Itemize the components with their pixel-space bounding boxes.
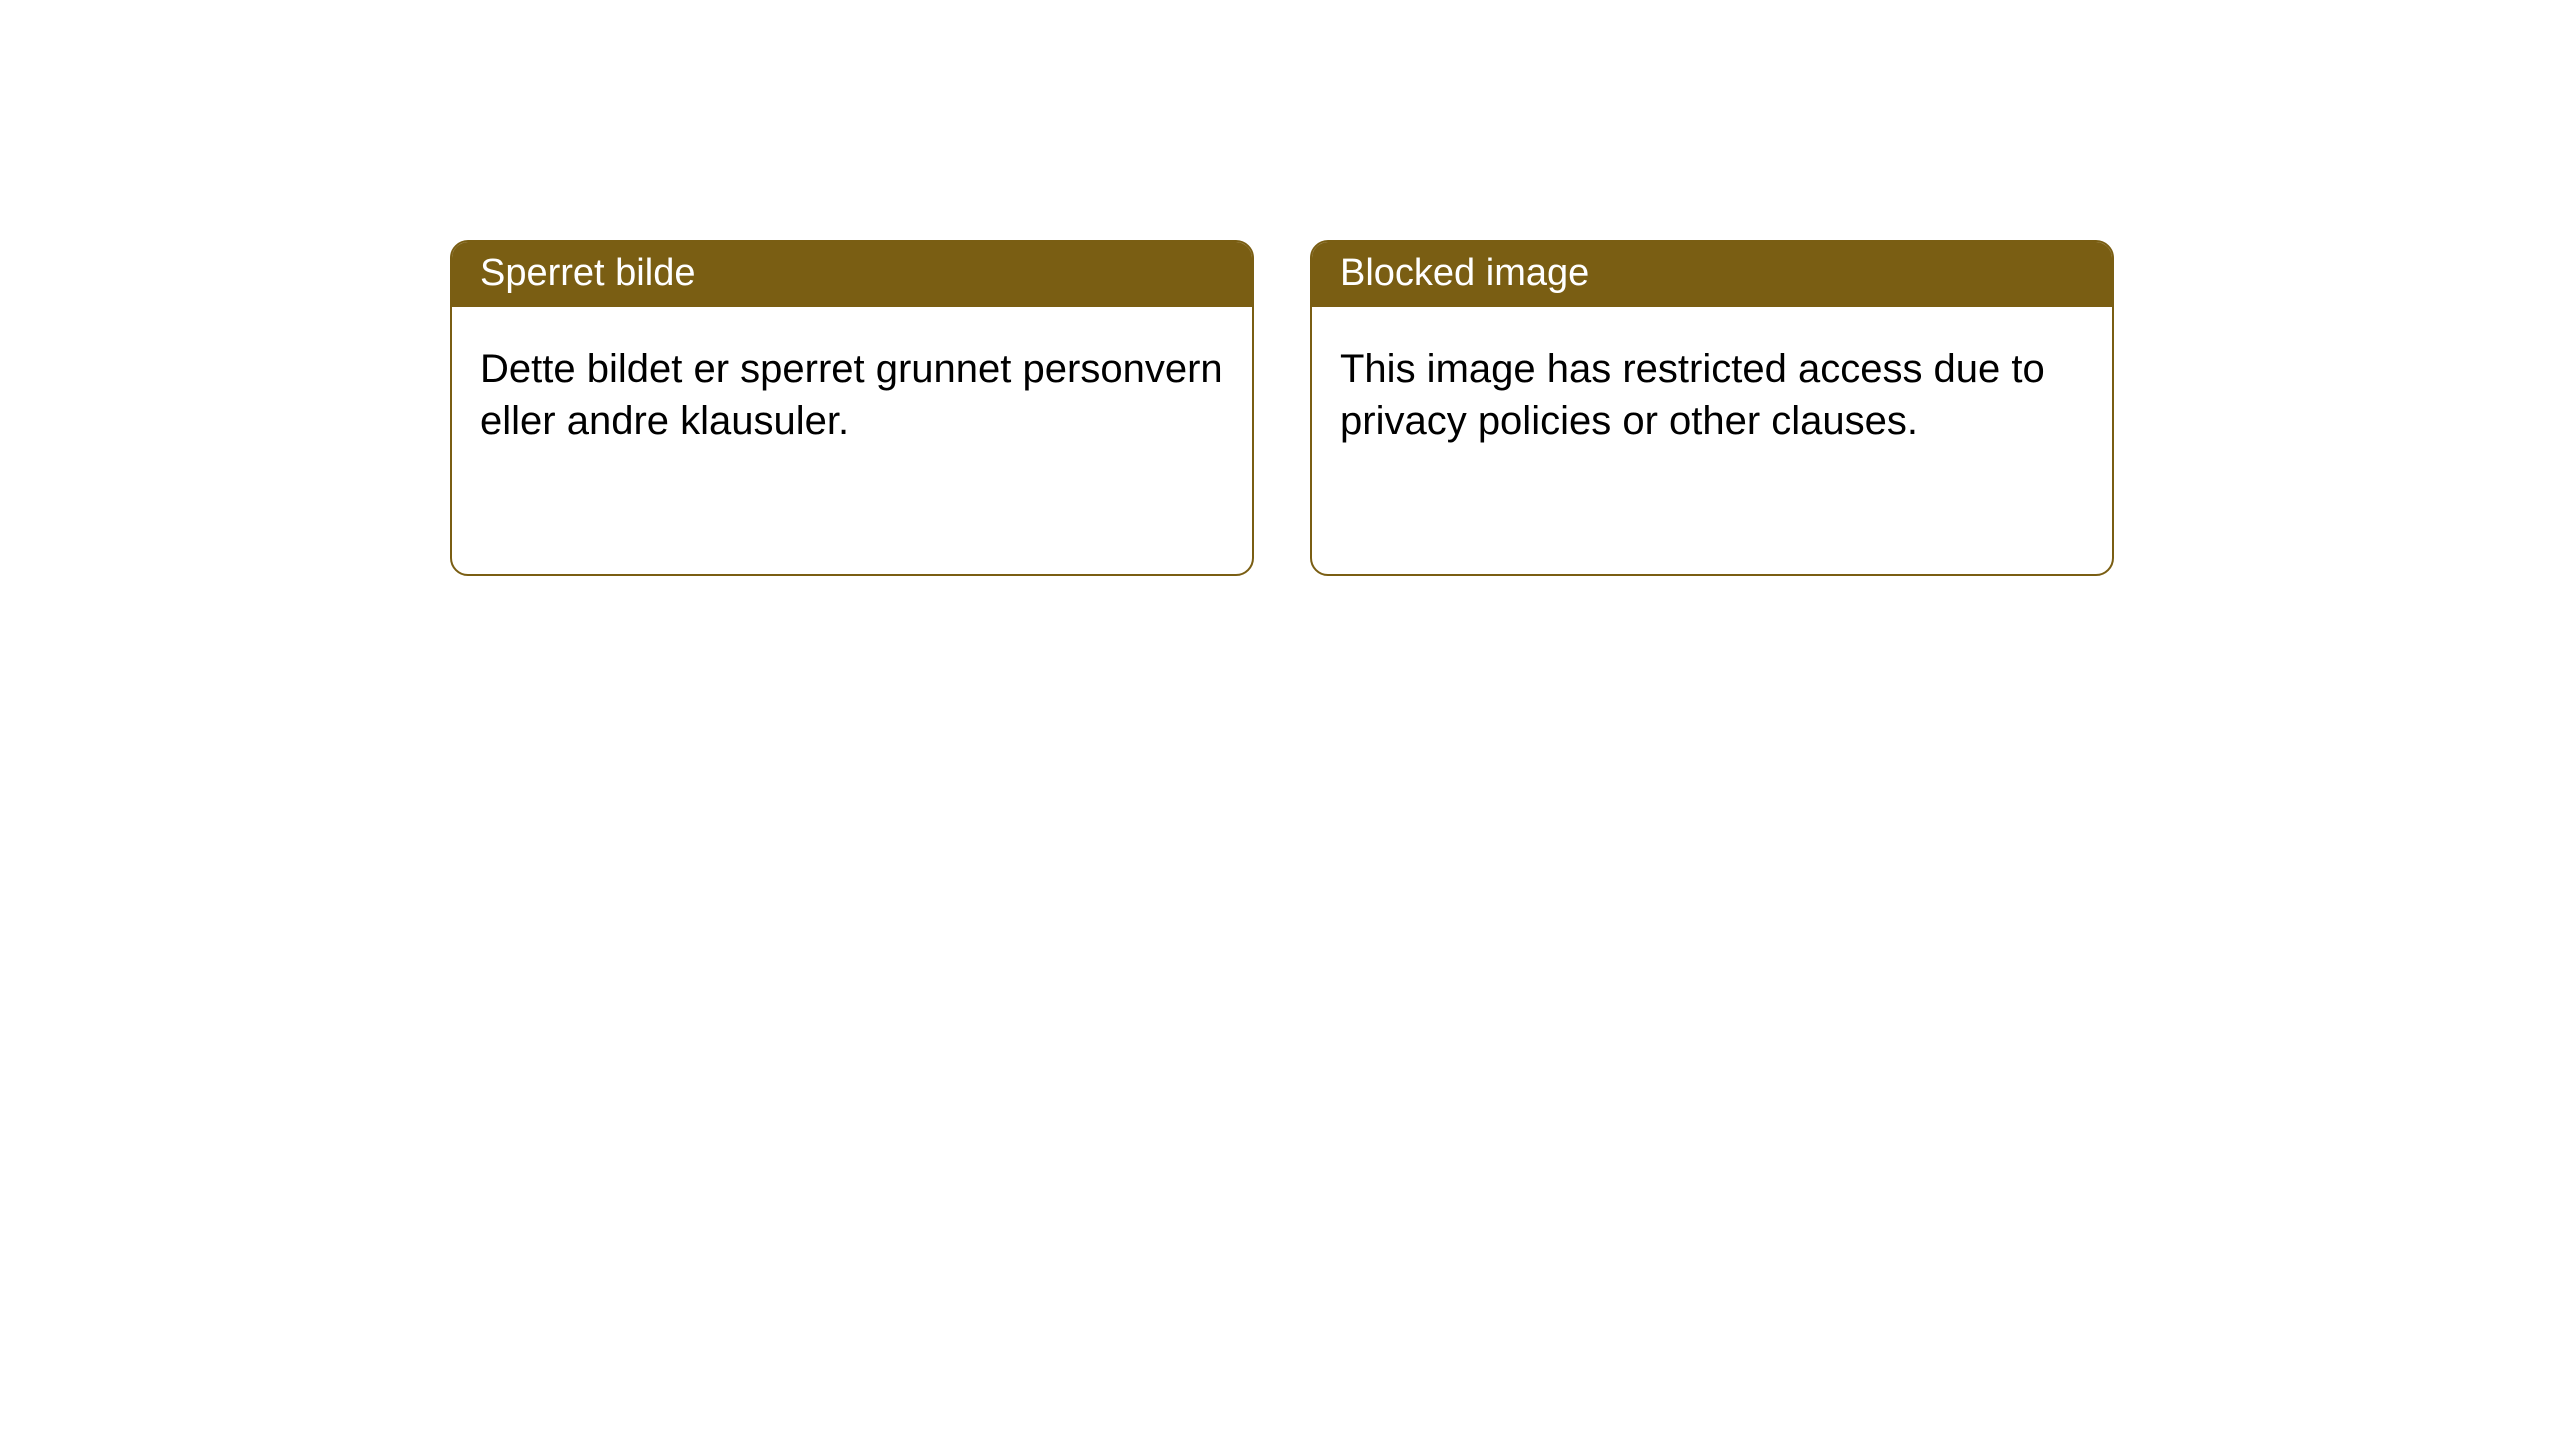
card-body: This image has restricted access due to … bbox=[1312, 307, 2112, 475]
card-title: Blocked image bbox=[1340, 252, 1589, 294]
blocked-image-card-no: Sperret bilde Dette bildet er sperret gr… bbox=[450, 240, 1254, 576]
card-body: Dette bildet er sperret grunnet personve… bbox=[452, 307, 1252, 475]
card-header: Sperret bilde bbox=[452, 242, 1252, 307]
blocked-image-card-en: Blocked image This image has restricted … bbox=[1310, 240, 2114, 576]
card-body-text: This image has restricted access due to … bbox=[1340, 347, 2045, 443]
card-body-text: Dette bildet er sperret grunnet personve… bbox=[480, 347, 1223, 443]
card-container: Sperret bilde Dette bildet er sperret gr… bbox=[0, 0, 2560, 576]
card-title: Sperret bilde bbox=[480, 252, 695, 294]
card-header: Blocked image bbox=[1312, 242, 2112, 307]
